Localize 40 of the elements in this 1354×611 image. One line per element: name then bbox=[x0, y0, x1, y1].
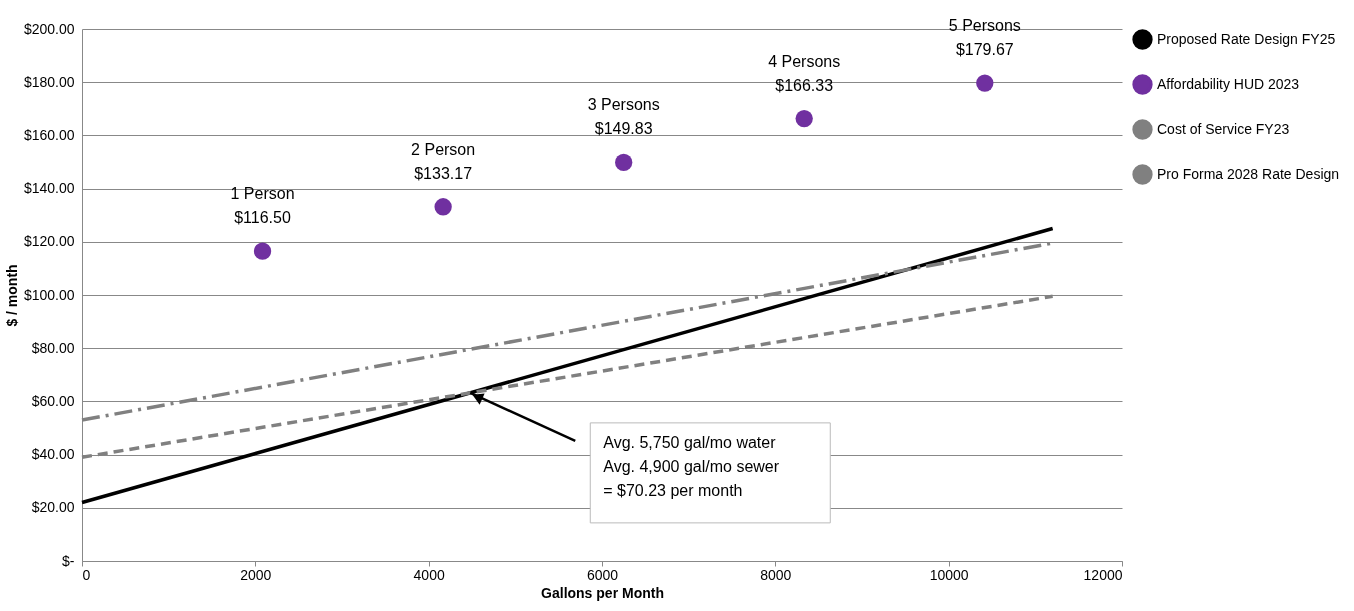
point bbox=[434, 198, 452, 216]
point bbox=[976, 74, 994, 92]
annotation: 5 Persons bbox=[948, 17, 1021, 35]
y-tick-label: $20.00 bbox=[31, 499, 75, 516]
legend-label: Cost of Service FY23 bbox=[1157, 120, 1290, 137]
x-tick-label: 8000 bbox=[760, 566, 792, 583]
x-tick-label: 6000 bbox=[586, 566, 619, 583]
legend-label: Proposed Rate Design FY25 bbox=[1157, 30, 1336, 47]
y-tick-label: $200.00 bbox=[23, 20, 75, 37]
y-tick-label: $180.00 bbox=[23, 73, 75, 90]
annotation: Avg. 5,750 gal/mo water Avg. 4,900 gal/mo sewer = $70.23 per month bbox=[603, 433, 780, 499]
y-axis-title: $ / month bbox=[3, 264, 20, 327]
data-label: $149.83 bbox=[594, 120, 653, 138]
y-tick-label: $80.00 bbox=[31, 339, 75, 356]
x-axis-title: Gallons per Month bbox=[541, 584, 664, 601]
data-label: $179.67 bbox=[955, 41, 1014, 59]
point bbox=[615, 153, 633, 172]
y-tick-label: $120.00 bbox=[23, 233, 75, 250]
annotation: 1 Person bbox=[230, 185, 295, 203]
point bbox=[253, 242, 272, 260]
point bbox=[795, 109, 813, 128]
annotation: 2 Person bbox=[411, 140, 476, 158]
annotation: 3 Persons bbox=[587, 96, 660, 114]
data-label: $133.17 bbox=[414, 164, 473, 182]
annotation: 4 Persons bbox=[768, 52, 841, 70]
legend-label: Affordability HUD 2023 bbox=[1157, 75, 1300, 92]
y-tick-label: $40.00 bbox=[31, 446, 75, 463]
x-tick-label: 0 bbox=[82, 566, 91, 583]
x-tick-label: 4000 bbox=[413, 566, 445, 583]
x-tick-label: 10000 bbox=[929, 566, 969, 583]
y-tick-label: $160.00 bbox=[23, 126, 75, 143]
y-tick-label: $- bbox=[62, 552, 75, 569]
data-label: $116.50 bbox=[234, 209, 291, 227]
x-tick-label: 2000 bbox=[240, 566, 272, 583]
y-tick-label: $60.00 bbox=[31, 392, 75, 409]
data-label: $166.33 bbox=[775, 76, 834, 94]
legend-label: Pro Forma 2028 Rate Design bbox=[1157, 165, 1340, 182]
y-tick-label: $140.00 bbox=[23, 180, 75, 197]
y-tick-label: $100.00 bbox=[23, 286, 75, 303]
x-tick-label: 12000 bbox=[1083, 566, 1123, 583]
